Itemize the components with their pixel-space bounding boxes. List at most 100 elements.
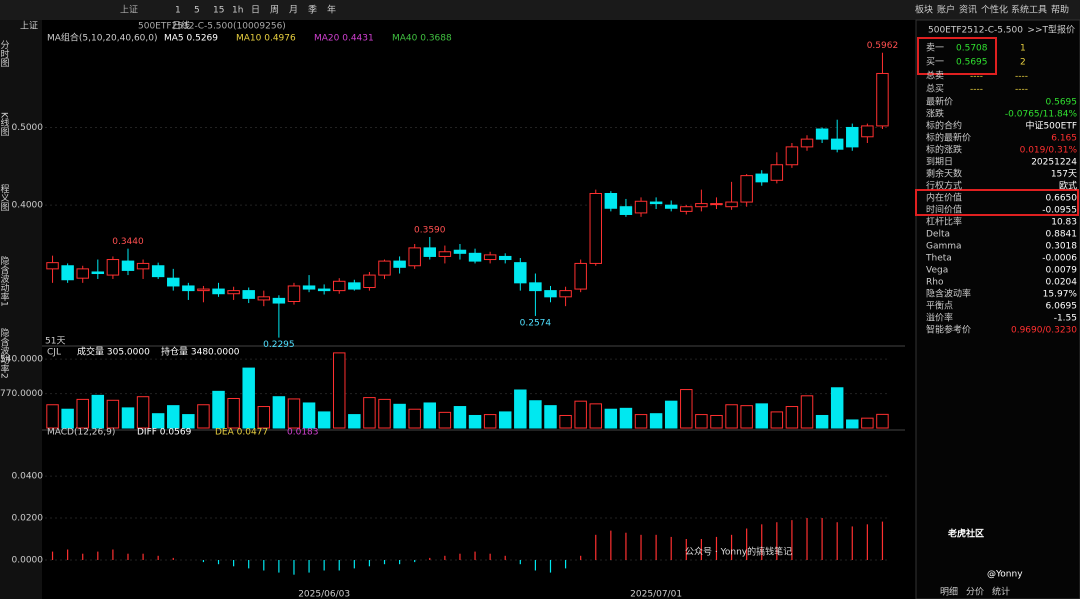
menu-item[interactable]: 板块 — [915, 4, 933, 16]
volume-bar — [136, 396, 150, 429]
menu-item[interactable]: 系统工具 — [1011, 4, 1047, 16]
volume-bar — [121, 407, 135, 429]
y-tick-label: 0.0200 — [12, 514, 44, 524]
row-label: Rho — [926, 278, 944, 288]
menu-item[interactable]: 账户 — [937, 4, 955, 16]
candle-body — [121, 260, 135, 271]
volume-bar — [182, 414, 195, 429]
candle-body — [876, 72, 889, 127]
row-label: Gamma — [926, 242, 962, 252]
candle-body — [861, 125, 874, 138]
volume-bar — [514, 389, 527, 429]
total-label: 总卖 — [926, 70, 944, 82]
volume-bar — [363, 397, 376, 429]
period-button[interactable]: 5 — [194, 6, 200, 16]
panel-title: 500ETF2512-C-5.500 — [928, 26, 1023, 36]
candle-body — [529, 282, 542, 292]
candle-body — [317, 288, 331, 292]
panel-tab[interactable]: 明细 — [940, 586, 958, 598]
low-label: 0.2574 — [520, 318, 552, 328]
side-tab[interactable]: 隐含波动率1 — [0, 255, 9, 307]
side-tab[interactable]: K线图 — [0, 112, 9, 137]
volume-bar — [333, 352, 346, 429]
period-button[interactable]: 周 — [270, 5, 279, 16]
row-label: 内在价值 — [926, 192, 962, 204]
row-value: 0.6650 — [1046, 194, 1078, 204]
market[interactable]: 上证 — [120, 5, 138, 16]
period-button[interactable]: 1h — [232, 6, 243, 16]
row-value: -1.55 — [1054, 314, 1077, 324]
candle-body — [695, 203, 708, 208]
candle-body — [785, 146, 799, 166]
side-tab[interactable]: 程义图 — [0, 184, 9, 212]
panel-tab[interactable]: 统计 — [992, 586, 1010, 598]
volume-bar — [227, 397, 240, 429]
volume-bar — [197, 404, 210, 429]
row-value: 15.97% — [1043, 290, 1078, 300]
period-button[interactable]: 季 — [308, 4, 317, 16]
y-tick-label: 770.0000 — [0, 389, 43, 399]
candle-body — [619, 206, 633, 215]
volume-bar — [61, 408, 74, 429]
total-value: ---- — [970, 72, 983, 82]
volume-bar — [287, 398, 301, 429]
watermark-brand: 老虎社区 — [947, 528, 984, 540]
y-tick-label: 0.0400 — [12, 472, 44, 482]
candle-body — [800, 138, 814, 148]
volume-bar — [242, 367, 255, 429]
period-button[interactable]: 1 — [175, 6, 181, 16]
row-label: 杠杆比率 — [926, 216, 962, 228]
total-value: ---- — [970, 85, 983, 95]
volume-bar — [544, 405, 557, 429]
volume-bar — [453, 406, 467, 429]
low-label: 0.2295 — [263, 340, 295, 350]
candle-body — [634, 200, 648, 214]
candle-body — [287, 285, 301, 302]
period-button[interactable]: 年 — [327, 4, 336, 16]
row-value: -0.0955 — [1042, 206, 1077, 216]
candle-body — [574, 262, 587, 290]
volume-bar — [861, 417, 874, 429]
period[interactable]: 日线 — [172, 20, 190, 32]
quote-size: 1 — [1020, 44, 1026, 54]
row-value: 中证500ETF — [1025, 120, 1077, 132]
volume-bar — [755, 403, 768, 429]
row-label: 行权方式 — [926, 180, 962, 192]
volume-bar — [740, 405, 753, 429]
y-tick-label: 0.5000 — [12, 123, 44, 133]
candle-body — [272, 297, 286, 304]
row-label: Delta — [926, 230, 950, 240]
period-button[interactable]: 15 — [213, 6, 224, 16]
menu-item[interactable]: 资讯 — [959, 5, 977, 16]
side-tab[interactable]: 分时图 — [0, 40, 9, 68]
volume-bar — [91, 394, 105, 429]
candle-body — [589, 193, 602, 264]
volume-bar — [664, 400, 678, 429]
candle-body — [559, 290, 572, 298]
menu-item[interactable]: 帮助 — [1051, 4, 1069, 16]
volume-bar — [76, 398, 89, 429]
candle-body — [197, 288, 210, 292]
high-label: 0.3590 — [414, 226, 446, 236]
quote-price: 0.5695 — [956, 58, 988, 68]
candle-body — [438, 251, 452, 257]
row-value: 0.3018 — [1046, 242, 1078, 252]
volume-bar — [830, 387, 844, 429]
panel-tab[interactable]: 分价 — [966, 587, 984, 598]
period-button[interactable]: 月 — [289, 5, 298, 16]
candle-body — [453, 249, 467, 254]
row-value: 0.9690/0.3230 — [1011, 326, 1077, 336]
candle-body — [61, 265, 74, 281]
candle-body — [393, 260, 406, 268]
side-tab[interactable]: 隐含波动率2 — [0, 327, 9, 379]
panel-link[interactable]: >>T型报价 — [1027, 24, 1075, 36]
period-button[interactable]: 日 — [251, 5, 260, 16]
row-label: 溢价率 — [926, 312, 953, 324]
volume-bar — [846, 419, 859, 429]
menu-item[interactable]: 个性化 — [981, 4, 1008, 16]
candle-body — [498, 255, 512, 261]
candle-body — [151, 265, 165, 278]
row-value: 0.8841 — [1046, 230, 1078, 240]
candle-body — [136, 262, 150, 270]
row-label: 涨跌 — [926, 109, 944, 120]
